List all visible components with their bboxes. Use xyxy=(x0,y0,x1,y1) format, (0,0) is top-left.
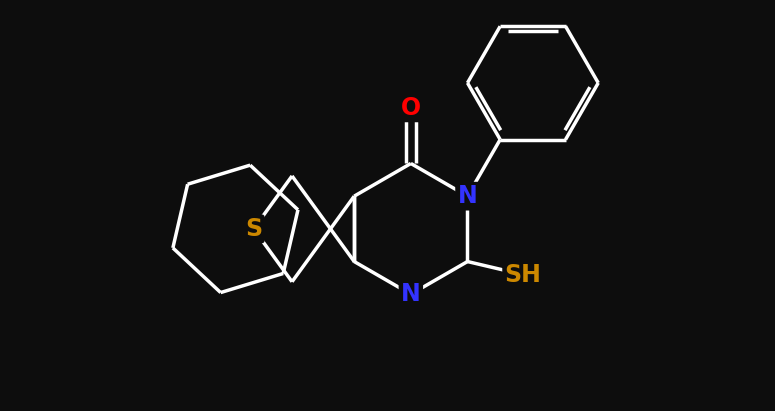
Text: SH: SH xyxy=(505,263,542,286)
Text: S: S xyxy=(245,217,262,241)
Text: N: N xyxy=(457,184,477,208)
Text: O: O xyxy=(401,96,421,120)
Text: N: N xyxy=(401,282,421,306)
